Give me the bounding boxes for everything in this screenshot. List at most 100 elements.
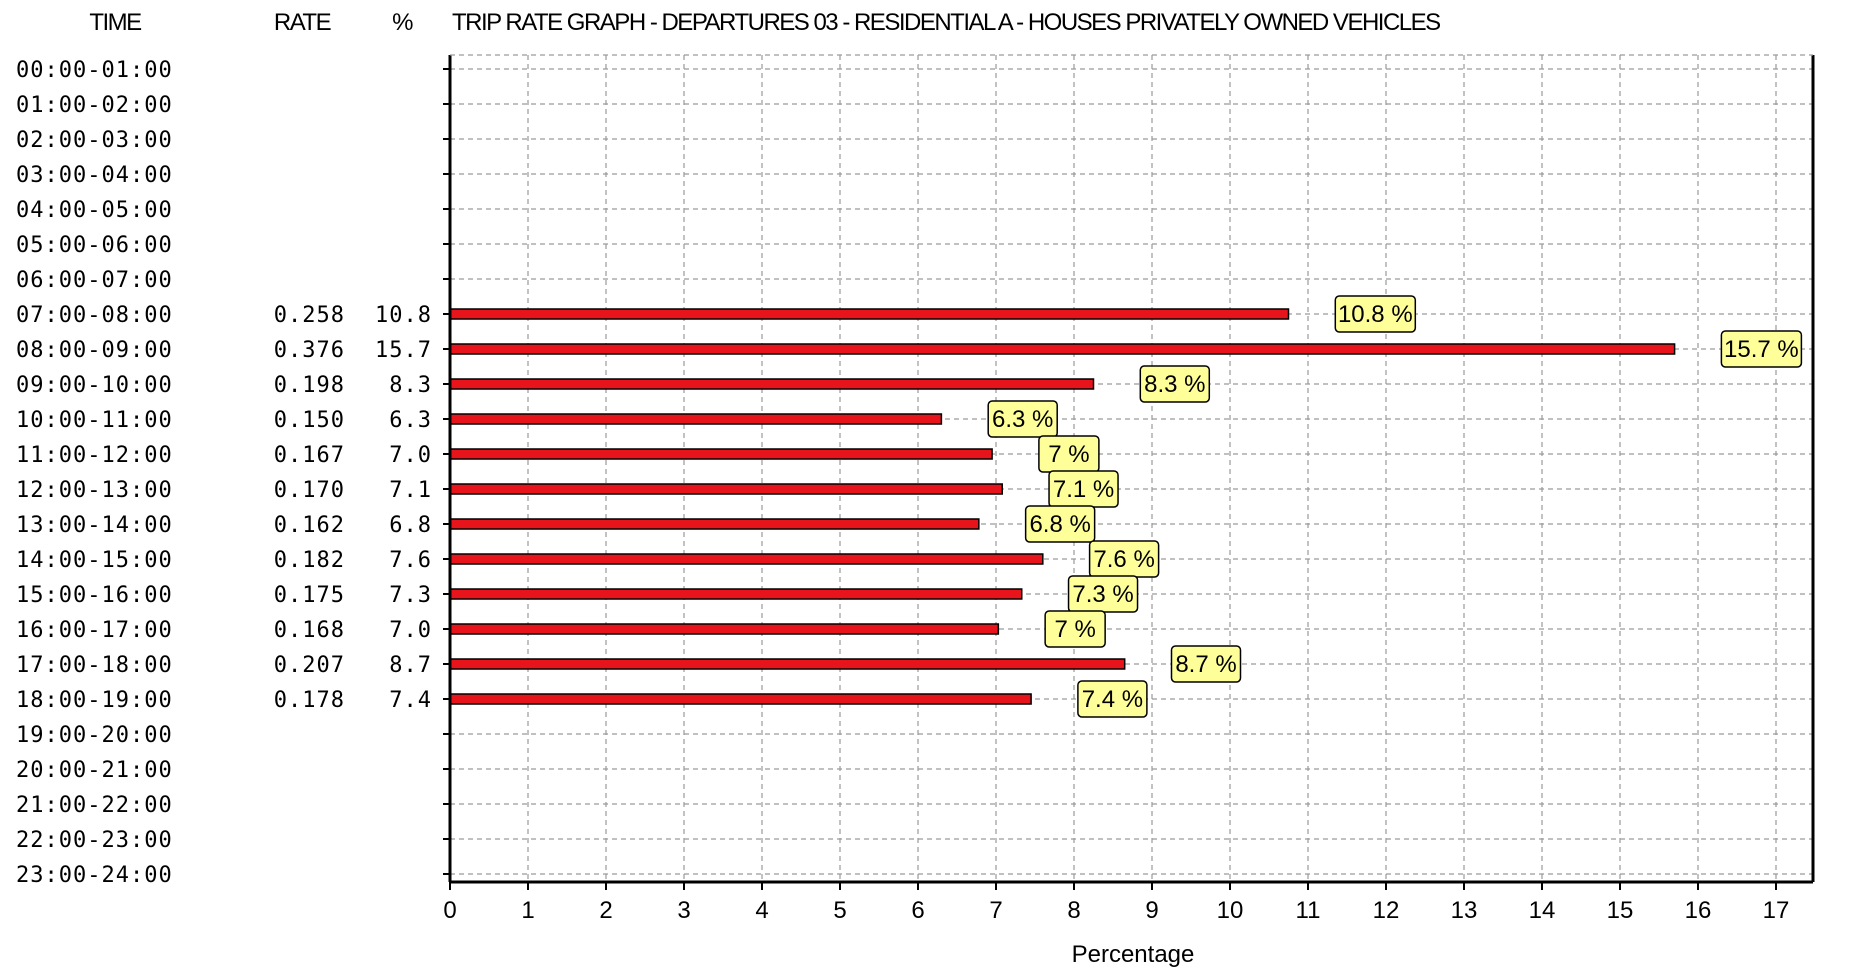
x-tick-label: 9 (1145, 897, 1158, 924)
time-row-label: 23:00-24:00 (16, 863, 173, 888)
time-row-label: 13:00-14:00 (16, 513, 173, 538)
x-axis-title: Percentage (1072, 941, 1195, 968)
time-row-label: 05:00-06:00 (16, 233, 173, 258)
x-tick-label: 15 (1607, 897, 1634, 924)
data-label-14:00-15:00: 7.6 % (1088, 540, 1160, 578)
time-row-label: 22:00-23:00 (16, 828, 173, 853)
data-label-box (1044, 610, 1106, 648)
x-tick-label: 1 (521, 897, 534, 924)
x-tick-label: 7 (989, 897, 1002, 924)
rate-value: 0.170 (274, 478, 345, 503)
rate-value: 0.198 (274, 373, 345, 398)
data-label-09:00-10:00: 8.3 % (1139, 365, 1211, 403)
percent-value: 8.7 (389, 653, 432, 678)
data-label-text: 10.8 % (1338, 301, 1413, 328)
bar-15:00-16:00 (449, 588, 1023, 600)
x-tick-label: 14 (1529, 897, 1556, 924)
rate-value: 0.162 (274, 513, 345, 538)
percent-value: 6.8 (389, 513, 432, 538)
callouts-layer: 10.8 % 15.7 % 8.3 % 6.3 % 7 % 7.1 % 6.8 %7.6 %… (987, 295, 1803, 718)
chart-title: TRIP RATE GRAPH - DEPARTURES 03 - RESIDE… (452, 9, 1440, 36)
time-row-label: 04:00-05:00 (16, 198, 173, 223)
data-label-13:00-14:00: 6.8 % (1024, 505, 1096, 543)
percent-value: 7.3 (389, 583, 432, 608)
percent-value: 7.6 (389, 548, 432, 573)
data-label-box (1720, 330, 1803, 368)
percent-value: 15.7 (375, 338, 432, 363)
percent-value: 7.0 (389, 443, 432, 468)
rate-value: 0.150 (274, 408, 345, 433)
x-tick-label: 5 (833, 897, 846, 924)
data-label-text: 15.7 % (1724, 336, 1799, 363)
time-row-label: 20:00-21:00 (16, 758, 173, 783)
time-row-label: 12:00-13:00 (16, 478, 173, 503)
time-row-label: 14:00-15:00 (16, 548, 173, 573)
rate-value: 0.207 (274, 653, 345, 678)
data-label-07:00-08:00: 10.8 % (1334, 295, 1417, 333)
time-row-label: 18:00-19:00 (16, 688, 173, 713)
data-label-10:00-11:00: 6.3 % (987, 400, 1058, 438)
axis-layer: 0 1 2 3 4 5 6 7 8 9 10 11 12 13 14 15 16 17 (443, 54, 1815, 924)
rate-value: 0.182 (274, 548, 345, 573)
time-row-label: 01:00-02:00 (16, 93, 173, 118)
data-label-box (1170, 645, 1242, 683)
time-row-label: 08:00-09:00 (16, 338, 173, 363)
data-label-17:00-18:00: 8.7 % (1170, 645, 1242, 683)
time-column-header: TIME (89, 9, 141, 36)
time-row-label: 10:00-11:00 (16, 408, 173, 433)
data-label-box (1139, 365, 1211, 403)
x-tick-label: 12 (1373, 897, 1400, 924)
time-row-label: 11:00-12:00 (16, 443, 173, 468)
data-label-text: 7.3 % (1072, 581, 1133, 608)
data-label-18:00-19:00: 7.4 % (1077, 680, 1148, 718)
bar-17:00-18:00 (449, 658, 1126, 670)
percent-value: 8.3 (389, 373, 432, 398)
percent-value: 7.4 (389, 688, 432, 713)
x-tick-label: 4 (755, 897, 768, 924)
x-tick-label: 13 (1451, 897, 1478, 924)
data-label-text: 8.7 % (1175, 651, 1236, 678)
data-label-16:00-17:00: 7 % (1044, 610, 1106, 648)
rate-value: 0.167 (274, 443, 345, 468)
data-label-box (1077, 680, 1148, 718)
bar-07:00-08:00 (449, 308, 1290, 320)
data-label-text: 7.1 % (1053, 476, 1114, 503)
data-label-text: 7.6 % (1093, 546, 1154, 573)
percent-value: 6.3 (389, 408, 432, 433)
x-tick-label: 10 (1217, 897, 1244, 924)
rate-value: 0.175 (274, 583, 345, 608)
percent-value: 7.0 (389, 618, 432, 643)
rate-value: 0.376 (274, 338, 345, 363)
data-label-12:00-13:00: 7.1 % (1048, 470, 1119, 508)
data-label-box (1334, 295, 1417, 333)
grid-layer (450, 55, 1813, 882)
data-label-text: 7 % (1048, 441, 1089, 468)
bar-11:00-12:00 (449, 448, 993, 460)
bar-08:00-09:00 (449, 343, 1676, 355)
data-label-box (1024, 505, 1096, 543)
time-row-label: 06:00-07:00 (16, 268, 173, 293)
bar-14:00-15:00 (449, 553, 1044, 565)
bar-12:00-13:00 (449, 483, 1003, 495)
percent-value: 7.1 (389, 478, 432, 503)
rate-value: 0.258 (274, 303, 345, 328)
time-row-label: 07:00-08:00 (16, 303, 173, 328)
data-label-text: 8.3 % (1144, 371, 1205, 398)
percent-column-header: % (392, 9, 413, 36)
bar-18:00-19:00 (449, 693, 1032, 705)
rate-value: 0.168 (274, 618, 345, 643)
x-tick-label: 6 (911, 897, 924, 924)
percent-value: 10.8 (375, 303, 432, 328)
time-row-label: 21:00-22:00 (16, 793, 173, 818)
data-label-text: 7 % (1054, 616, 1095, 643)
data-label-11:00-12:00: 7 % (1038, 435, 1100, 473)
x-tick-label: 16 (1685, 897, 1712, 924)
data-label-text: 6.8 % (1029, 511, 1090, 538)
time-row-label: 03:00-04:00 (16, 163, 173, 188)
time-row-label: 00:00-01:00 (16, 58, 173, 83)
x-tick-label: 8 (1067, 897, 1080, 924)
data-label-text: 7.4 % (1082, 686, 1143, 713)
time-row-label: 15:00-16:00 (16, 583, 173, 608)
